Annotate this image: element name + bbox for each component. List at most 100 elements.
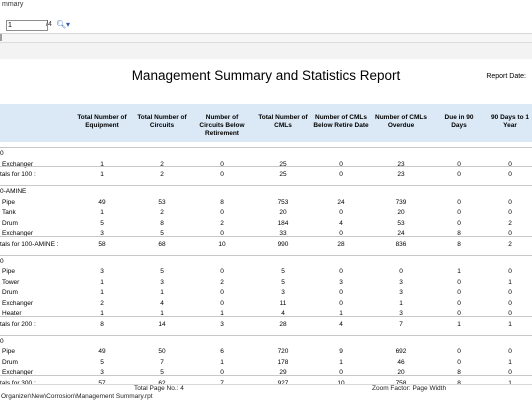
cell-value: 0 xyxy=(457,198,461,206)
cell-value: 0 xyxy=(508,289,512,296)
row-divider xyxy=(0,374,532,376)
cell-value: 53 xyxy=(158,198,166,206)
cell-value: 23 xyxy=(397,171,405,178)
cell-value: 7 xyxy=(160,358,164,366)
cell-value: 0 xyxy=(220,160,224,168)
cell-value: 0 xyxy=(339,160,343,168)
cell-value: 0 xyxy=(457,358,461,366)
cell-value: 0 xyxy=(339,230,343,237)
cell-value: 1 xyxy=(100,160,104,168)
cell-value: 0 xyxy=(457,299,461,307)
cell-value: 0 xyxy=(508,171,512,178)
cell-value: 758 xyxy=(395,379,407,387)
row-label: Exchanger xyxy=(2,230,34,237)
row-label: Exchanger xyxy=(2,160,34,168)
cell-value: 1 xyxy=(100,289,104,296)
page-total: /4 xyxy=(46,21,52,28)
report-title: Management Summary and Statistics Report xyxy=(131,68,401,83)
cell-value: 3 xyxy=(399,278,403,286)
cell-value: 836 xyxy=(395,240,407,248)
cell-value: 8 xyxy=(220,198,224,206)
group-label: 0 xyxy=(0,150,4,157)
total-label: tals for 100 : xyxy=(0,171,36,178)
cell-value: 184 xyxy=(277,219,289,227)
cell-value: 50 xyxy=(158,348,166,355)
cell-value: 2 xyxy=(100,299,104,307)
cell-value: 2 xyxy=(160,160,164,168)
cell-value: 0 xyxy=(339,171,343,178)
cell-value: 25 xyxy=(279,171,287,178)
cell-value: 1 xyxy=(100,310,104,317)
column-header: 90 Days to 1 Year xyxy=(491,114,529,129)
cell-value: 0 xyxy=(339,209,343,216)
status-bar: Organizer\New\Corrosion\Management Summa… xyxy=(0,384,532,401)
cell-value: 0 xyxy=(508,268,512,275)
row-label: Tower xyxy=(2,278,20,286)
cell-value: 0 xyxy=(220,171,224,178)
cell-value: 1 xyxy=(160,289,164,296)
column-header: Number of CMLs Below Retire Date xyxy=(313,114,369,129)
cell-value: 24 xyxy=(337,198,345,206)
cell-value: 1 xyxy=(339,310,343,317)
cell-value: 53 xyxy=(397,219,405,227)
cell-value: 25 xyxy=(279,160,287,168)
search-icon[interactable]: 🔍︎ xyxy=(56,20,67,29)
cell-value: 0 xyxy=(508,230,512,237)
cell-value: 1 xyxy=(508,358,512,366)
column-header: Due in 90 Days xyxy=(444,114,474,129)
zoom-dropdown-icon[interactable]: ▾ xyxy=(66,20,71,29)
row-label: Heater xyxy=(2,310,22,317)
row-divider xyxy=(0,315,532,317)
cell-value: 0 xyxy=(220,289,224,296)
row-divider xyxy=(0,334,532,336)
cell-value: 58 xyxy=(98,240,106,248)
cell-value: 10 xyxy=(337,379,345,387)
page-number-input[interactable]: 1 xyxy=(6,20,48,31)
cell-value: 8 xyxy=(457,379,461,387)
cell-value: 49 xyxy=(98,348,106,355)
cell-value: 68 xyxy=(158,240,166,248)
cell-value: 753 xyxy=(277,198,289,206)
cell-value: 2 xyxy=(160,209,164,216)
cell-value: 28 xyxy=(337,240,345,248)
cell-value: 1 xyxy=(457,320,461,328)
cell-value: 0 xyxy=(220,209,224,216)
cell-value: 2 xyxy=(160,171,164,178)
cell-value: 33 xyxy=(279,230,287,237)
cell-value: 2 xyxy=(220,219,224,227)
cell-value: 1 xyxy=(220,358,224,366)
cell-value: 739 xyxy=(395,198,407,206)
cell-value: 2 xyxy=(220,278,224,286)
report-date-label: Report Date: xyxy=(486,73,526,80)
cell-value: 1 xyxy=(160,310,164,317)
panel-toggle[interactable] xyxy=(0,34,2,41)
cell-value: 990 xyxy=(277,240,289,248)
cell-value: 57 xyxy=(98,379,106,387)
cell-value: 0 xyxy=(457,348,461,355)
group-label: 0 xyxy=(0,257,4,265)
cell-value: 23 xyxy=(397,160,405,168)
cell-value: 0 xyxy=(220,268,224,275)
cell-value: 8 xyxy=(160,219,164,227)
cell-value: 8 xyxy=(457,230,461,237)
row-label: Drum xyxy=(2,289,18,296)
cell-value: 9 xyxy=(339,348,343,355)
cell-value: 0 xyxy=(508,369,512,376)
cell-value: 0 xyxy=(508,310,512,317)
row-divider xyxy=(0,235,532,237)
cell-value: 3 xyxy=(399,289,403,296)
cell-value: 0 xyxy=(339,369,343,376)
cell-value: 1 xyxy=(100,209,104,216)
cell-value: 1 xyxy=(508,320,512,328)
cell-value: 46 xyxy=(397,358,405,366)
table-header xyxy=(0,104,532,142)
report-page: Management Summary and Statistics Report… xyxy=(0,59,532,387)
column-header: Number of CMLs Overdue xyxy=(375,114,427,129)
cell-value: 3 xyxy=(281,289,285,296)
column-header: Total Number of Circuits xyxy=(137,114,187,129)
cell-value: 0 xyxy=(457,289,461,296)
cell-value: 0 xyxy=(508,198,512,206)
cell-value: 1 xyxy=(100,278,104,286)
zoom-factor: Zoom Factor: Page Width xyxy=(372,385,447,392)
cell-value: 20 xyxy=(397,209,405,216)
